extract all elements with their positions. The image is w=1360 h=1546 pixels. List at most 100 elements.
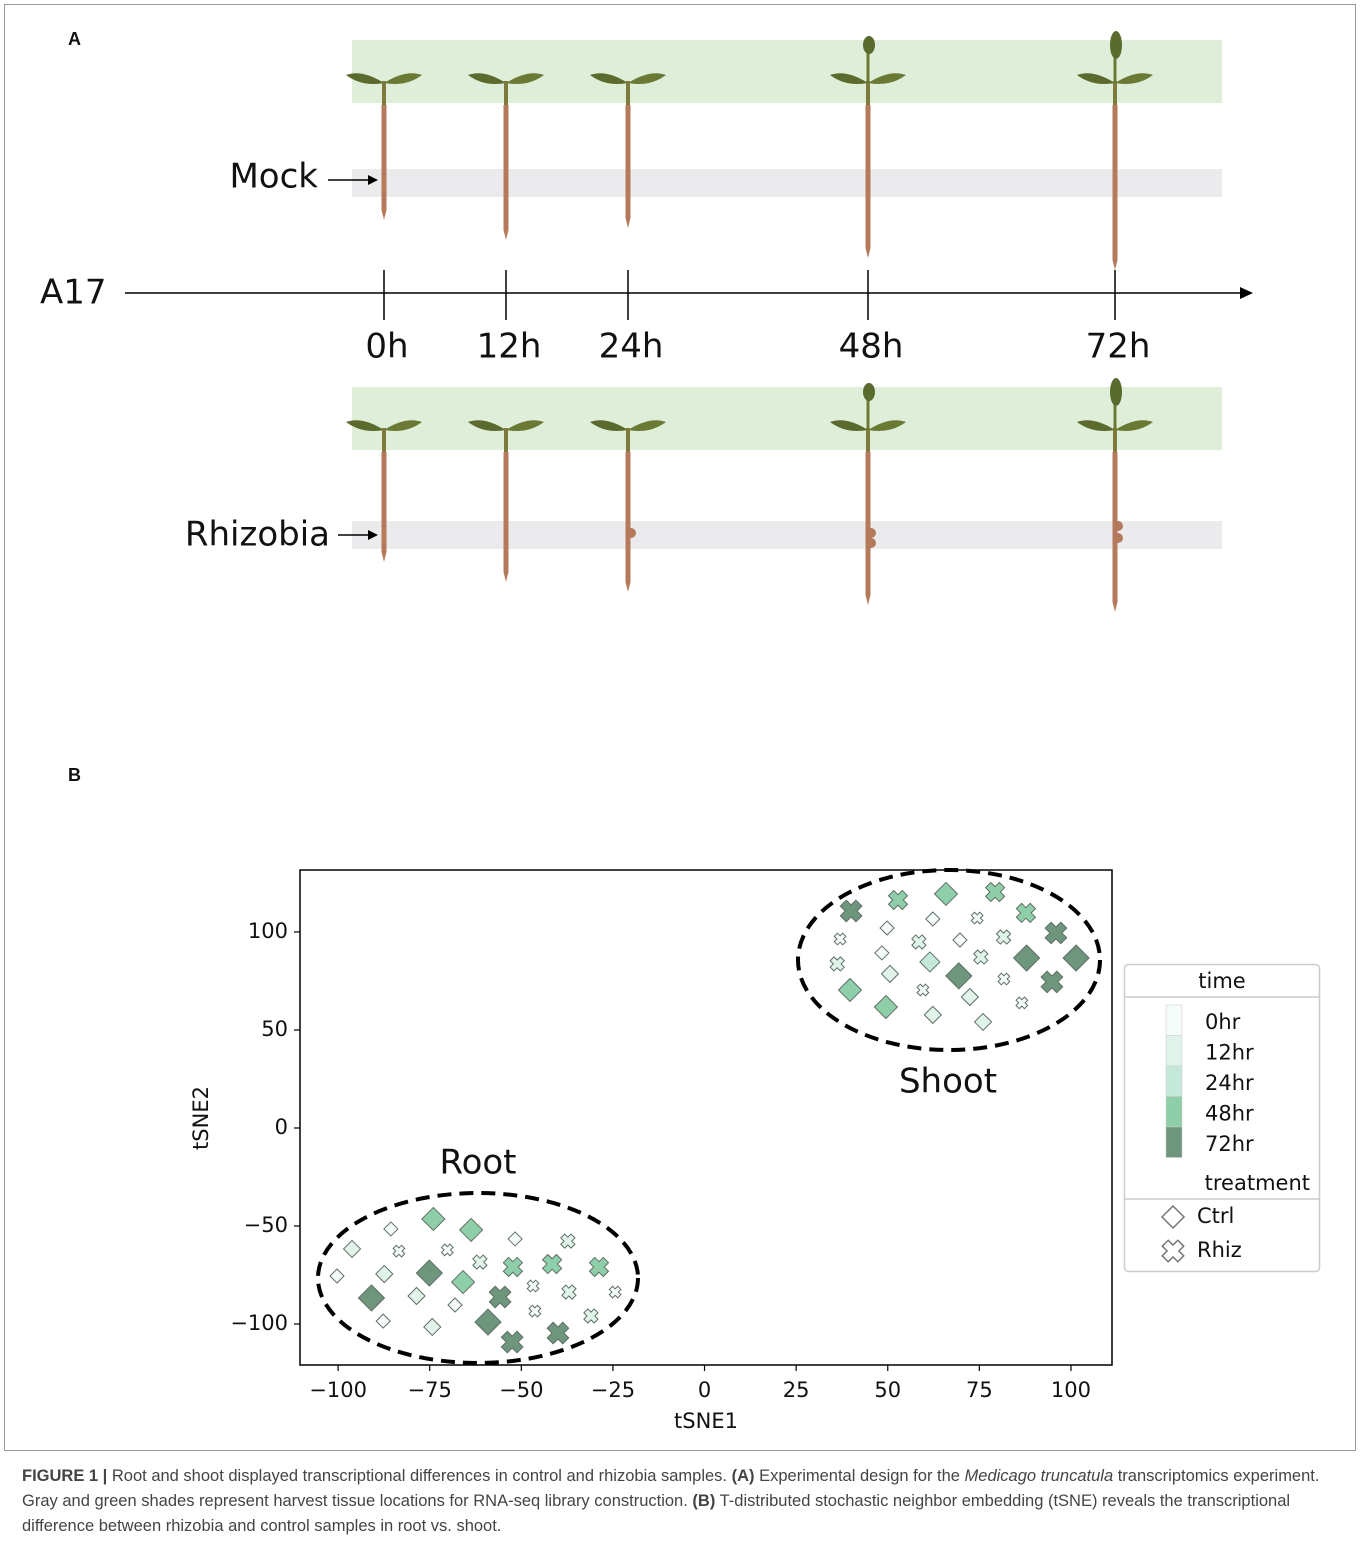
point (997, 972, 1011, 986)
leaf (1115, 420, 1153, 431)
legend-label: 12hr (1205, 1041, 1254, 1065)
point (879, 920, 895, 936)
point (447, 1297, 463, 1313)
cluster-outline (316, 1191, 640, 1365)
hypocotyl (504, 428, 508, 452)
point (952, 932, 968, 948)
point (421, 1206, 446, 1232)
point (945, 962, 973, 990)
nodule (1113, 533, 1123, 543)
legend-label: Ctrl (1197, 1204, 1234, 1228)
leaf (468, 420, 506, 431)
arrow-head (368, 530, 378, 540)
panel-a: Mock Rhizobia A17 0h 12h 24h 48h 72h (40, 31, 1253, 612)
root-tip (1112, 260, 1118, 270)
stem (1113, 394, 1117, 430)
y-tick-label: 50 (261, 1017, 288, 1041)
bud (863, 383, 875, 401)
seedling (468, 420, 544, 582)
nodule (626, 528, 636, 538)
arrow-head (368, 175, 378, 185)
root-tip (625, 582, 631, 592)
root (625, 452, 631, 582)
chart: Shoot Root tSNE1 tSNE2 time treatment −1… (189, 868, 1321, 1433)
leaf (1115, 73, 1153, 84)
time-label: 12h (477, 327, 542, 367)
seedling (346, 73, 422, 220)
figure-border (4, 4, 1356, 1451)
caption-text: Root and shoot displayed transcriptional… (107, 1467, 732, 1485)
point (923, 1005, 943, 1025)
hypocotyl (1113, 81, 1117, 105)
x-tick-label: −100 (309, 1378, 367, 1402)
point (837, 977, 863, 1003)
caption-text: Experimental design for the (754, 1467, 965, 1485)
leaf (1077, 420, 1115, 431)
seedling (590, 420, 666, 592)
seedling (346, 420, 422, 562)
leaf (346, 420, 384, 431)
axis-label: A17 (40, 273, 107, 313)
legend-title: time (1198, 969, 1245, 993)
point (833, 932, 847, 946)
legend-title: treatment (1205, 1171, 1310, 1195)
seedling (1077, 31, 1153, 270)
root (1112, 105, 1118, 260)
legend-marker (1161, 1239, 1185, 1263)
panel-label: A (68, 29, 81, 49)
point (407, 1286, 426, 1306)
point (919, 951, 941, 973)
caption-text: T-distributed stochastic neighbor embedd… (22, 1492, 1291, 1535)
point (541, 1253, 563, 1275)
legend-label: 0hr (1205, 1010, 1241, 1034)
leaf (506, 420, 544, 431)
point (960, 987, 980, 1007)
nodule (1113, 521, 1123, 531)
point (1012, 944, 1041, 972)
point (1062, 944, 1090, 972)
x-tick-label: 75 (966, 1378, 993, 1402)
bud (1110, 378, 1122, 406)
x-axis-label: tSNE1 (674, 1409, 738, 1433)
caption-ref: (A) (731, 1467, 755, 1485)
leaf (590, 420, 628, 431)
point (933, 881, 959, 907)
point (984, 881, 1006, 903)
point (450, 1269, 476, 1295)
root (503, 452, 509, 572)
x-tick-label: 50 (874, 1378, 901, 1402)
point (608, 1285, 622, 1299)
point (829, 956, 845, 972)
shoot-band (352, 40, 1222, 103)
point (375, 1264, 394, 1284)
annotation: Root (439, 1143, 516, 1183)
leaf (506, 73, 544, 84)
leaf (384, 420, 422, 431)
root-tip (381, 210, 387, 220)
caption-species: Medicago truncatula (964, 1467, 1114, 1485)
leaf (830, 420, 868, 431)
legend-swatch (1165, 1126, 1183, 1158)
point (1015, 996, 1029, 1010)
seedling (1077, 378, 1153, 612)
nodule (866, 538, 876, 548)
leaf (384, 73, 422, 84)
leaf (346, 73, 384, 84)
bud (1110, 31, 1122, 59)
point (973, 1012, 993, 1032)
legend-label: 72hr (1205, 1132, 1254, 1156)
seedling (830, 36, 906, 258)
point (488, 1285, 512, 1309)
seedling (468, 73, 544, 240)
arrow-head (1240, 287, 1253, 299)
legend-swatch (1165, 1065, 1183, 1097)
point (329, 1268, 345, 1284)
point (995, 929, 1012, 945)
time-label: 72h (1086, 327, 1151, 367)
point (873, 994, 899, 1020)
caption-ref: (B) (692, 1492, 716, 1510)
point (507, 1231, 523, 1247)
hypocotyl (626, 428, 630, 452)
point (880, 964, 900, 984)
hypocotyl (866, 428, 870, 452)
